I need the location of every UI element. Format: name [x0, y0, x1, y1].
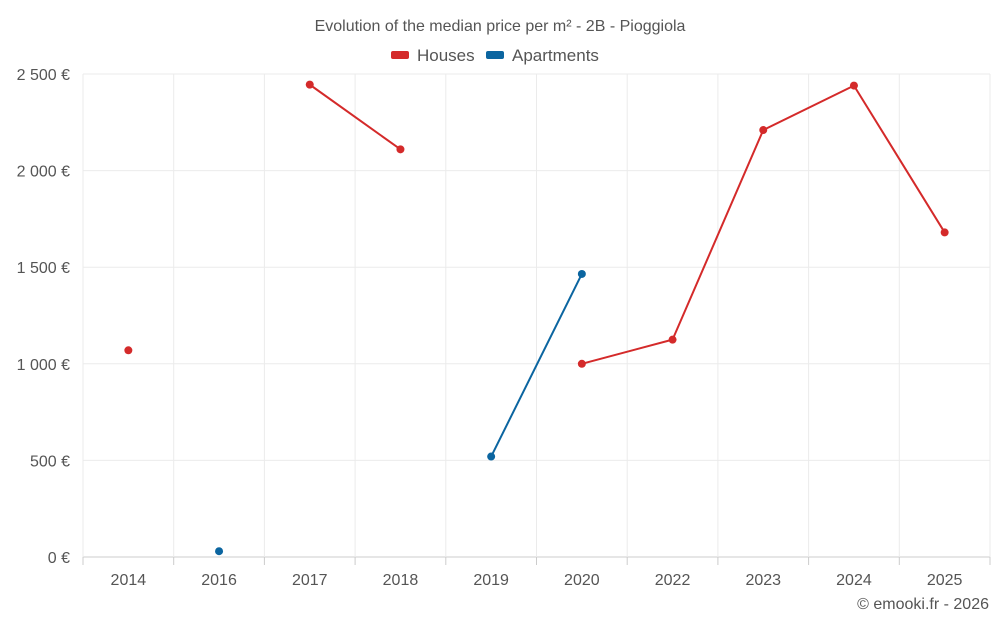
x-gridlines: [82, 74, 991, 565]
x-tick-label: 2025: [927, 572, 963, 589]
series-houses: [124, 80, 949, 368]
data-point-houses[interactable]: [577, 359, 586, 368]
y-tick-label: 1 500 €: [17, 260, 70, 277]
legend-swatch-apartments: [486, 51, 504, 59]
x-tick-label: 2016: [201, 572, 237, 589]
x-axis-labels: 2014 2016 2017 2018 2019 2020 2022 2023 2024 2025: [111, 572, 963, 589]
x-tick-label: 2023: [745, 572, 781, 589]
x-tick-label: 2014: [111, 572, 147, 589]
legend-item-apartments[interactable]: Apartments: [486, 46, 599, 65]
series-layer: [124, 80, 949, 556]
legend-label-apartments: Apartments: [512, 46, 599, 65]
legend-item-houses[interactable]: Houses: [391, 46, 475, 65]
chart-title: Evolution of the median price per m² - 2…: [315, 18, 686, 35]
data-point-apartments[interactable]: [577, 269, 586, 278]
legend-swatch-houses: [391, 51, 409, 59]
data-point-houses[interactable]: [759, 126, 768, 135]
series-apartments: [215, 269, 586, 556]
data-point-houses[interactable]: [396, 145, 405, 154]
y-axis-labels: 0 € 500 € 1 000 € 1 500 € 2 000 € 2 500 €: [17, 67, 70, 567]
data-point-houses[interactable]: [305, 80, 314, 89]
data-point-houses[interactable]: [940, 228, 949, 237]
data-point-houses[interactable]: [668, 335, 677, 344]
credit-text: © emooki.fr - 2026: [857, 596, 989, 613]
data-point-houses[interactable]: [124, 346, 133, 355]
y-tick-label: 500 €: [30, 453, 70, 470]
x-tick-label: 2024: [836, 572, 872, 589]
series-line-apartments: [490, 272, 583, 458]
y-tick-label: 0 €: [48, 550, 70, 567]
x-tick-label: 2019: [473, 572, 509, 589]
data-point-houses[interactable]: [849, 81, 858, 90]
chart-legend: Houses Apartments: [391, 46, 599, 65]
x-tick-label: 2020: [564, 572, 600, 589]
data-point-apartments[interactable]: [487, 452, 496, 461]
y-tick-label: 2 000 €: [17, 164, 70, 181]
x-tick-label: 2018: [383, 572, 419, 589]
x-tick-label: 2022: [655, 572, 691, 589]
series-line-houses: [308, 83, 402, 151]
data-point-apartments[interactable]: [215, 547, 224, 556]
legend-label-houses: Houses: [417, 46, 475, 65]
x-tick-label: 2017: [292, 572, 328, 589]
y-tick-label: 2 500 €: [17, 67, 70, 84]
y-tick-label: 1 000 €: [17, 357, 70, 374]
